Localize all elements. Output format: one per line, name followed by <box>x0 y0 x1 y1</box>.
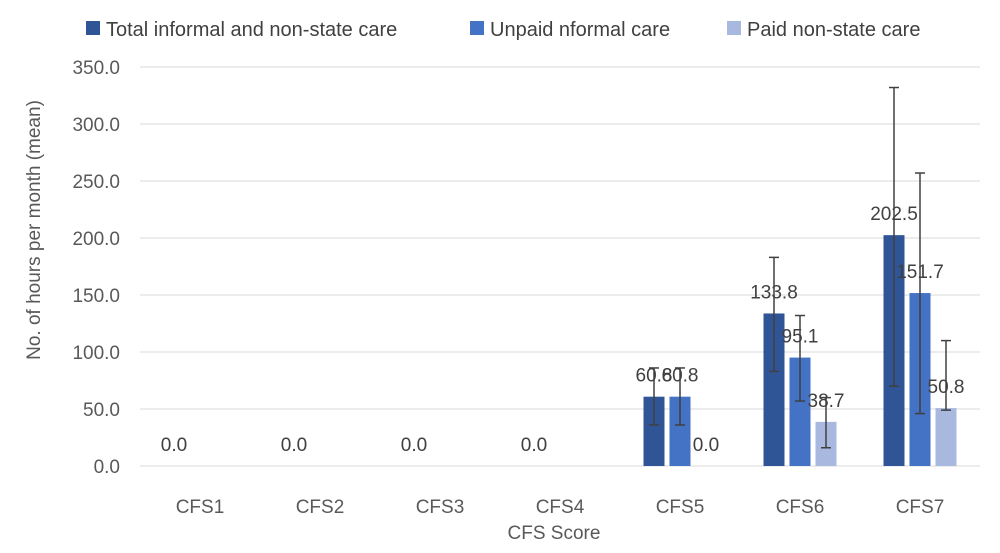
data-label: 0.0 <box>281 435 307 456</box>
y-tick-label: 50.0 <box>83 400 120 421</box>
legend-label: Paid non-state care <box>747 19 920 41</box>
x-tick-label: CFS1 <box>176 497 225 518</box>
legend-swatch <box>470 21 484 35</box>
legend-label: Unpaid nformal care <box>490 19 670 41</box>
y-tick-label: 300.0 <box>72 115 120 136</box>
data-label: 60.8 <box>662 366 699 387</box>
data-label: 0.0 <box>161 435 187 456</box>
gridlines <box>140 66 980 467</box>
x-tick-label: CFS7 <box>896 497 945 518</box>
x-tick-label: CFS2 <box>296 497 345 518</box>
y-tick-label: 350.0 <box>72 58 120 79</box>
data-label: 60.8 <box>636 366 673 387</box>
bar-CFS5-s0 <box>643 396 665 466</box>
data-label: 0.0 <box>401 435 427 456</box>
y-tick-label: 150.0 <box>72 286 120 307</box>
y-tick-label: 0.0 <box>94 457 120 478</box>
data-label: 133.8 <box>750 282 798 303</box>
x-tick-label: CFS5 <box>656 497 705 518</box>
data-label: 0.0 <box>693 435 719 456</box>
legend-swatch <box>86 21 100 35</box>
data-label: 202.5 <box>870 204 918 225</box>
x-axis-ticks: CFS1 CFS2 CFS3 CFS4 CFS5 CFS6 CFS7 <box>176 497 945 518</box>
y-axis-title: No. of hours per month (mean) <box>24 100 45 360</box>
bar-CFS7-s2 <box>935 408 957 466</box>
y-tick-label: 100.0 <box>72 343 120 364</box>
legend: Total informal and non-state care Unpaid … <box>86 19 920 41</box>
x-axis-title: CFS Score <box>508 523 601 544</box>
bar-CFS6-s0 <box>763 313 785 466</box>
bar-CFS6-s1 <box>789 357 811 466</box>
x-tick-label: CFS3 <box>416 497 465 518</box>
legend-label: Total informal and non-state care <box>106 19 397 41</box>
data-label: 50.8 <box>928 377 965 398</box>
bar-CFS5-s1 <box>669 396 691 466</box>
x-tick-label: CFS6 <box>776 497 825 518</box>
y-tick-label: 250.0 <box>72 172 120 193</box>
error-bars <box>649 86 951 449</box>
data-label: 151.7 <box>896 262 944 283</box>
x-tick-label: CFS4 <box>536 497 585 518</box>
data-labels: 0.0 0.0 0.0 0.0 60.8 133.8 202.5 60.8 95.1 151.7 0… <box>161 204 965 456</box>
y-tick-label: 200.0 <box>72 229 120 250</box>
legend-swatch <box>727 21 741 35</box>
data-label: 38.7 <box>808 391 845 412</box>
y-axis-ticks: 0.0 50.0 100.0 150.0 200.0 250.0 300.0 350.0 <box>72 58 120 478</box>
data-label: 0.0 <box>521 435 547 456</box>
data-label: 95.1 <box>782 327 819 348</box>
